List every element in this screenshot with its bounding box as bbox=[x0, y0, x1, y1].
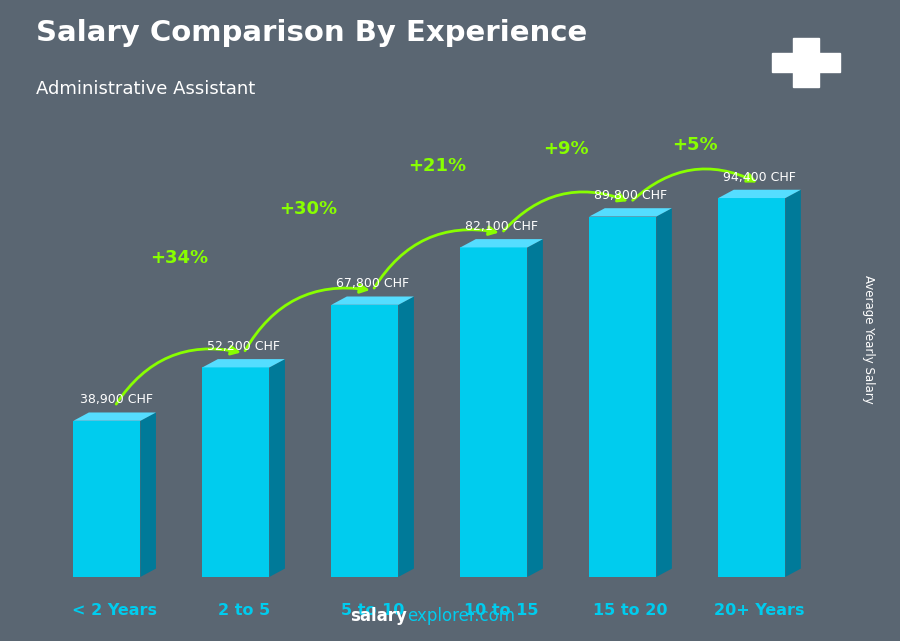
Bar bbox=[460, 247, 527, 577]
Bar bbox=[793, 38, 819, 87]
Text: 20+ Years: 20+ Years bbox=[715, 603, 805, 618]
Bar bbox=[590, 217, 656, 577]
Bar bbox=[202, 367, 269, 577]
Bar bbox=[718, 198, 786, 577]
Text: explorer.com: explorer.com bbox=[407, 607, 515, 625]
Text: salary: salary bbox=[350, 607, 407, 625]
Text: 15 to 20: 15 to 20 bbox=[593, 603, 668, 618]
Text: Salary Comparison By Experience: Salary Comparison By Experience bbox=[36, 19, 587, 47]
Text: 2 to 5: 2 to 5 bbox=[218, 603, 270, 618]
Polygon shape bbox=[399, 297, 414, 577]
Polygon shape bbox=[527, 239, 543, 577]
Bar bbox=[74, 420, 140, 577]
Polygon shape bbox=[460, 239, 543, 247]
Polygon shape bbox=[269, 359, 285, 577]
Text: +21%: +21% bbox=[408, 157, 466, 175]
Text: 94,400 CHF: 94,400 CHF bbox=[723, 171, 796, 184]
Text: +34%: +34% bbox=[150, 249, 208, 267]
Text: 52,200 CHF: 52,200 CHF bbox=[207, 340, 280, 353]
Text: Average Yearly Salary: Average Yearly Salary bbox=[862, 276, 875, 404]
Polygon shape bbox=[74, 412, 156, 420]
Text: 5 to 10: 5 to 10 bbox=[341, 603, 404, 618]
Polygon shape bbox=[202, 359, 285, 367]
Text: 89,800 CHF: 89,800 CHF bbox=[594, 189, 667, 202]
Polygon shape bbox=[656, 208, 672, 577]
Bar bbox=[331, 305, 399, 577]
Polygon shape bbox=[331, 297, 414, 305]
Text: +5%: +5% bbox=[672, 136, 718, 154]
Text: Administrative Assistant: Administrative Assistant bbox=[36, 80, 256, 98]
Polygon shape bbox=[590, 208, 672, 217]
Polygon shape bbox=[786, 190, 801, 577]
Text: +30%: +30% bbox=[279, 200, 338, 218]
Polygon shape bbox=[140, 412, 156, 577]
Text: 67,800 CHF: 67,800 CHF bbox=[336, 278, 410, 290]
Text: 10 to 15: 10 to 15 bbox=[464, 603, 539, 618]
Text: 82,100 CHF: 82,100 CHF bbox=[465, 220, 538, 233]
Bar bbox=[772, 53, 840, 72]
Text: +9%: +9% bbox=[544, 140, 589, 158]
Text: 38,900 CHF: 38,900 CHF bbox=[80, 394, 153, 406]
Text: < 2 Years: < 2 Years bbox=[72, 603, 158, 618]
Polygon shape bbox=[718, 190, 801, 198]
